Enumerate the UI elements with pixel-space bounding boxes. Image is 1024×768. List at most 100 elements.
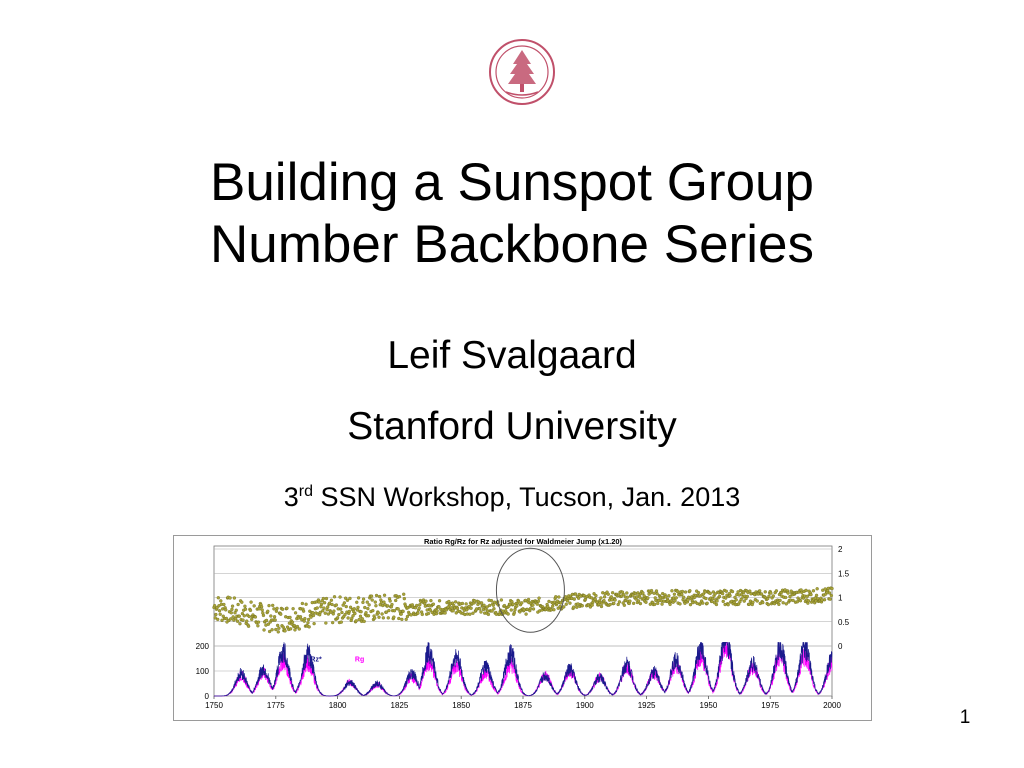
ratio-point xyxy=(219,599,223,603)
ratio-point xyxy=(240,611,245,616)
ratio-point xyxy=(290,620,295,624)
ratio-point xyxy=(759,592,764,596)
ratio-point xyxy=(606,592,610,596)
ratio-point xyxy=(397,616,401,621)
ratio-point xyxy=(217,609,222,613)
ratio-point xyxy=(370,598,374,602)
ratio-point xyxy=(377,615,381,619)
legend-rg: Rg xyxy=(355,657,364,664)
ratio-point xyxy=(656,601,660,606)
ratio-point xyxy=(252,604,256,608)
left-tick-label: 200 xyxy=(196,642,210,651)
ratio-point xyxy=(404,617,408,622)
ratio-point xyxy=(402,592,406,596)
x-tick-label: 2000 xyxy=(823,701,841,710)
ratio-point xyxy=(415,603,419,608)
ratio-point xyxy=(683,590,688,594)
ratio-point xyxy=(486,612,491,617)
right-tick-label: 1.5 xyxy=(838,569,850,578)
ratio-point xyxy=(329,610,333,614)
ratio-point xyxy=(317,600,321,604)
ratio-point xyxy=(253,615,258,619)
ratio-point xyxy=(364,611,368,615)
ratio-point xyxy=(259,605,264,609)
ratio-point xyxy=(674,596,678,600)
ratio-point xyxy=(564,602,568,606)
x-tick-label: 1950 xyxy=(700,701,718,710)
ratio-point xyxy=(517,599,521,604)
ratio-point xyxy=(828,597,832,601)
ratio-point xyxy=(231,615,235,619)
ratio-point xyxy=(331,620,335,625)
ratio-point xyxy=(464,602,468,606)
legend-rz: Rz* xyxy=(310,657,322,664)
ratio-point xyxy=(367,603,371,607)
ratio-point xyxy=(625,591,629,595)
x-tick-label: 1775 xyxy=(267,701,285,710)
ratio-point xyxy=(784,595,788,600)
ratio-point xyxy=(635,595,639,599)
ratio-point xyxy=(546,604,550,609)
ratio-point xyxy=(348,605,353,609)
ratio-point xyxy=(330,602,334,607)
ratio-point xyxy=(717,594,722,599)
ratio-point xyxy=(568,601,572,605)
event-ordinal: 3 xyxy=(283,482,299,512)
ratio-point xyxy=(705,601,709,605)
ratio-point xyxy=(652,602,657,607)
ratio-point xyxy=(366,607,370,611)
ratio-point xyxy=(610,591,615,595)
ratio-point xyxy=(218,612,222,616)
ratio-point xyxy=(319,602,324,606)
right-tick-label: 0.5 xyxy=(838,618,850,627)
ratio-point xyxy=(547,599,551,604)
right-tick-label: 1 xyxy=(838,594,843,603)
ratio-point xyxy=(247,614,251,619)
right-tick-label: 2 xyxy=(838,545,843,554)
ratio-point xyxy=(736,590,740,594)
ratio-point xyxy=(701,601,705,605)
ratio-point xyxy=(734,598,738,602)
ratio-point xyxy=(232,596,237,600)
ratio-point xyxy=(664,595,668,599)
ratio-point xyxy=(551,604,555,608)
ratio-point xyxy=(355,600,359,604)
ratio-point xyxy=(224,616,229,621)
ratio-point xyxy=(742,599,746,603)
ratio-point xyxy=(360,617,364,621)
ratio-point xyxy=(283,629,287,633)
ratio-point xyxy=(366,614,371,618)
ratio-point xyxy=(646,596,650,600)
ratio-point xyxy=(346,616,350,620)
ratio-point xyxy=(335,616,340,620)
ratio-point xyxy=(667,594,671,598)
ratio-point xyxy=(382,600,386,604)
ratio-point xyxy=(830,586,834,591)
ratio-point xyxy=(220,618,224,622)
ratio-point xyxy=(726,603,730,607)
ratio-point xyxy=(363,605,367,610)
ratio-point xyxy=(348,596,352,601)
ratio-point xyxy=(535,602,539,606)
ratio-point xyxy=(264,618,269,623)
ratio-point xyxy=(622,593,626,597)
ratio-point xyxy=(356,605,360,610)
ratio-point xyxy=(512,610,516,615)
ratio-point xyxy=(307,625,311,629)
ratio-point xyxy=(613,598,617,602)
ratio-point xyxy=(644,600,648,604)
ratio-point xyxy=(261,613,266,618)
ratio-point xyxy=(724,596,728,600)
ratio-point xyxy=(321,609,325,613)
event-line: 3rd SSN Workshop, Tucson, Jan. 2013 xyxy=(0,480,1024,514)
ratio-point xyxy=(554,595,558,599)
ratio-point xyxy=(238,622,242,626)
ratio-point xyxy=(468,612,472,616)
ratio-point xyxy=(755,599,759,603)
ratio-point xyxy=(678,602,682,606)
ratio-point xyxy=(576,596,581,600)
ratio-point xyxy=(224,608,228,612)
ratio-point xyxy=(631,601,636,605)
ratio-point xyxy=(332,609,336,613)
ratio-point xyxy=(751,600,755,604)
